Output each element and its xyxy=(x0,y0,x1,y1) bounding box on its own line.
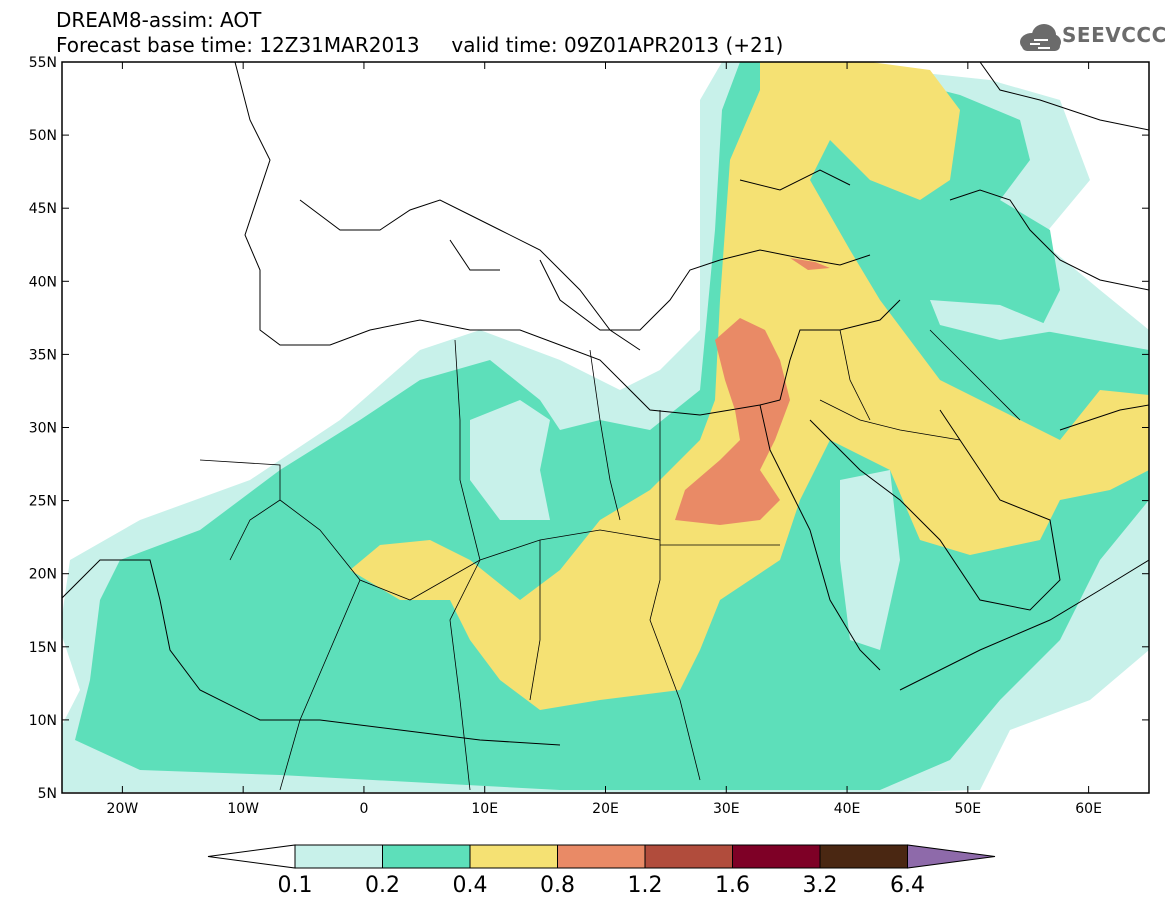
colorbar-segment xyxy=(819,844,908,869)
colorbar-segment xyxy=(469,844,558,869)
colorbar-label: 0.4 xyxy=(453,873,488,898)
aot-shading xyxy=(62,62,1149,792)
logo-text: SEEVCCC xyxy=(1062,23,1165,47)
lat-label: 35N xyxy=(29,347,57,363)
chart-title-line1: DREAM8-assim: AOT xyxy=(56,8,262,32)
lon-label: 10W xyxy=(227,801,259,817)
lat-label: 55N xyxy=(29,55,57,71)
lon-label: 10E xyxy=(471,801,498,817)
colorbar: 0.1 0.2 0.4 0.8 1.2 1.6 3.2 6.4 xyxy=(207,844,996,898)
latitude-axis: 55N 50N 45N 40N 35N 30N 25N 20N 15N 10N 5N xyxy=(29,55,1149,802)
aot-band-0.8 xyxy=(675,318,790,525)
country-borders xyxy=(199,329,1021,791)
colorbar-label: 6.4 xyxy=(890,873,925,898)
lon-label: 50E xyxy=(954,801,981,817)
longitude-axis: 20W 10W 0 10E 20E 30E 40E 50E 60E xyxy=(107,62,1102,817)
colorbar-label: 0.1 xyxy=(278,873,313,898)
colorbar-label: 1.6 xyxy=(715,873,750,898)
colorbar-segment xyxy=(732,844,821,869)
chart-title-line2: Forecast base time: 12Z31MAR2013 valid t… xyxy=(56,33,784,57)
lat-label: 5N xyxy=(38,786,57,802)
colorbar-segment xyxy=(644,844,733,869)
lat-label: 30N xyxy=(29,421,57,437)
lat-label: 40N xyxy=(29,274,57,290)
colorbar-label: 1.2 xyxy=(628,873,663,898)
lat-label: 15N xyxy=(29,640,57,656)
lon-label: 0 xyxy=(359,801,368,817)
lat-label: 10N xyxy=(29,713,57,729)
colorbar-segment xyxy=(557,844,646,869)
colorbar-segment xyxy=(294,844,383,869)
lat-label: 45N xyxy=(29,201,57,217)
colorbar-arrow-right xyxy=(907,844,996,869)
lon-label: 20E xyxy=(592,801,619,817)
colorbar-segment xyxy=(382,844,471,869)
lon-label: 40E xyxy=(834,801,861,817)
cloud-icon xyxy=(1020,24,1061,51)
colorbar-label: 0.8 xyxy=(540,873,575,898)
lat-label: 50N xyxy=(29,128,57,144)
colorbar-label: 3.2 xyxy=(803,873,838,898)
lon-label: 20W xyxy=(107,801,139,817)
coastlines xyxy=(62,62,1149,746)
lon-label: 60E xyxy=(1075,801,1102,817)
colorbar-arrow-left xyxy=(207,844,296,869)
lon-label: 30E xyxy=(713,801,740,817)
colorbar-label: 0.2 xyxy=(365,873,400,898)
lat-label: 20N xyxy=(29,567,57,583)
lat-label: 25N xyxy=(29,494,57,510)
